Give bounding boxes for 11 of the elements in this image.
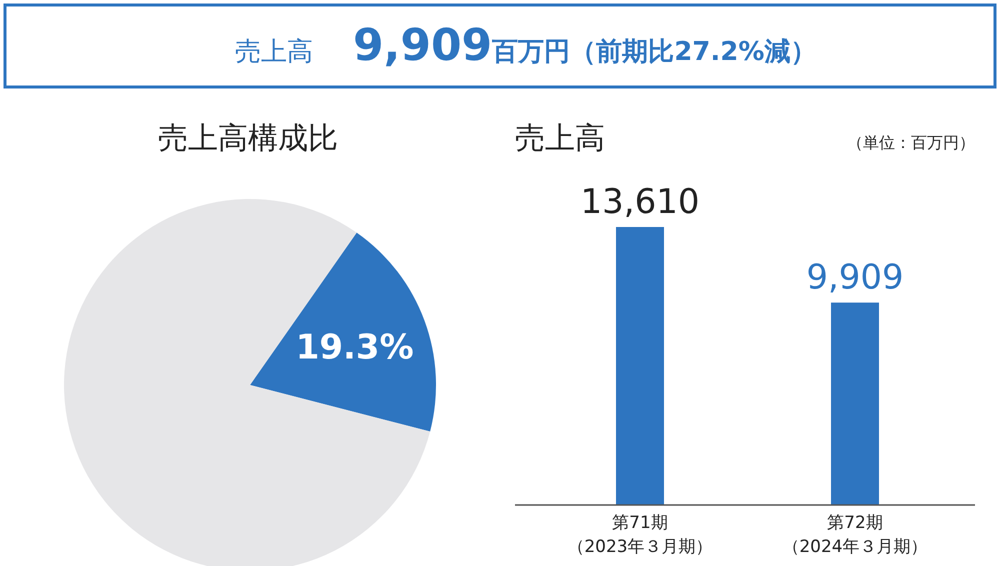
- x-tick-label: 第71期（2023年３月期）: [567, 513, 713, 557]
- chart-title: 売上高: [515, 121, 605, 156]
- text: 9,909: [353, 20, 492, 71]
- chart-title: 売上高構成比: [158, 121, 338, 156]
- data-label: 19.3%: [296, 327, 414, 368]
- text: 百万円（前期比27.2%減）: [491, 37, 816, 67]
- text: 売上高: [235, 37, 313, 67]
- x-tick-label: 第72期（2024年３月期）: [782, 513, 928, 557]
- text: （単位：百万円）: [847, 133, 975, 152]
- data-label: 13,610: [580, 182, 700, 222]
- data-label: 9,909: [806, 258, 904, 298]
